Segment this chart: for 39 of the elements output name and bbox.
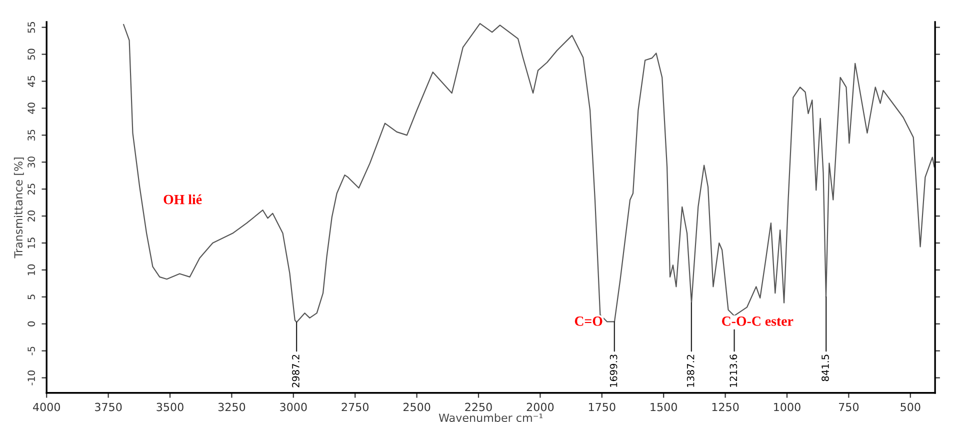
annotation: 1213.6 xyxy=(730,354,738,387)
y-tick-label: 15 xyxy=(28,238,35,248)
y-tick-label: 45 xyxy=(28,76,35,87)
x-tick-label: 1500 xyxy=(650,402,677,412)
x-tick-label: 750 xyxy=(839,402,859,412)
y-tick-label: 0 xyxy=(28,321,35,326)
x-tick-label: 3000 xyxy=(280,402,307,412)
annotation: C=O xyxy=(574,316,602,326)
x-tick-label: 4000 xyxy=(33,402,60,412)
x-tick-label: 500 xyxy=(900,402,920,412)
y-tick-label: 5 xyxy=(28,294,35,300)
x-tick-label: 3250 xyxy=(218,402,246,412)
x-tick-label: 2500 xyxy=(403,402,430,412)
y-tick-label: -5 xyxy=(28,346,35,356)
x-tick-label: 2750 xyxy=(342,402,369,412)
y-tick-label: -10 xyxy=(28,370,35,386)
x-axis-title: Wavenumber cm⁻¹ xyxy=(438,413,543,422)
y-tick-label: 25 xyxy=(28,184,35,195)
x-tick-label: 3500 xyxy=(156,402,184,412)
annotation: 2987.2 xyxy=(292,354,300,388)
x-tick-label: 1750 xyxy=(588,402,616,412)
annotation: OH lié xyxy=(164,194,202,204)
x-tick-label: 2000 xyxy=(526,402,554,412)
y-tick-label: 35 xyxy=(28,130,35,141)
x-tick-label: 2250 xyxy=(465,402,492,412)
y-tick-label: 20 xyxy=(28,210,35,222)
annotation: 1699.3 xyxy=(610,354,618,387)
y-tick-label: 50 xyxy=(28,48,35,60)
annotation: C-O-C ester xyxy=(722,316,794,326)
annotation: 841.5 xyxy=(822,354,829,382)
y-tick-label: 55 xyxy=(28,22,35,33)
annotation: 1387.2 xyxy=(686,354,694,387)
y-tick-label: 40 xyxy=(28,102,35,114)
x-tick-label: 1000 xyxy=(774,402,800,412)
y-tick-label: 30 xyxy=(28,156,35,168)
y-tick-label: 10 xyxy=(28,264,35,276)
y-axis-title: Transmittance [%] xyxy=(14,158,24,258)
x-tick-label: 3750 xyxy=(95,402,122,412)
x-tick-label: 1250 xyxy=(712,402,739,412)
